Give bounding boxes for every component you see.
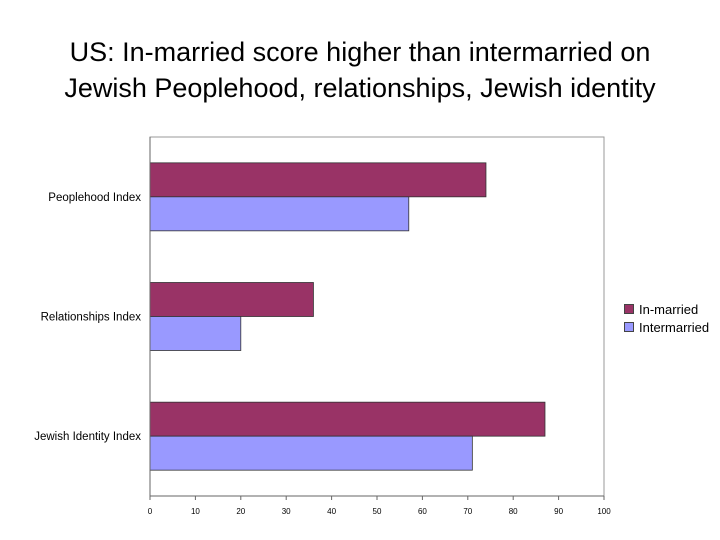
x-tick-label-60: 60 (418, 507, 427, 516)
x-tick-label-0: 0 (148, 507, 153, 516)
category-label-peoplehood: Peoplehood Index (48, 192, 141, 204)
x-tick-label-20: 20 (236, 507, 245, 516)
x-tick-label-80: 80 (509, 507, 518, 516)
bar-peoplehood-intermarried (149, 196, 410, 232)
x-tick-label-70: 70 (463, 507, 472, 516)
bar-jewish-identity-intermarried (149, 435, 473, 471)
chart-title-line-2: Jewish Peoplehood, relationships, Jewish… (64, 73, 656, 103)
bar-jewish-identity-inmarried (149, 401, 546, 437)
legend-swatch-intermarried (624, 322, 634, 332)
category-label-jewish-identity: Jewish Identity Index (34, 431, 141, 443)
bar-relationships-intermarried (149, 316, 242, 351)
legend: In-married Intermarried (624, 300, 709, 336)
legend-item-inmarried: In-married (624, 300, 709, 318)
bar-relationships-inmarried (149, 282, 314, 317)
category-labels-group: Peoplehood Index Relationships Index Jewis… (34, 192, 141, 443)
legend-label-inmarried: In-married (639, 301, 699, 317)
x-tick-label-50: 50 (373, 507, 382, 516)
x-tick-label-40: 40 (327, 507, 336, 516)
chart-title-line-1: US: In-married score higher than interma… (69, 37, 651, 67)
x-tick-label-10: 10 (191, 507, 200, 516)
legend-label-intermarried: Intermarried (639, 319, 710, 335)
legend-swatch-inmarried (624, 304, 634, 314)
bar-peoplehood-inmarried (149, 162, 487, 198)
x-tick-label-30: 30 (282, 507, 291, 516)
x-tick-label-100: 100 (597, 507, 611, 516)
legend-item-intermarried: Intermarried (624, 318, 709, 336)
chart-title: US: In-married score higher than interma… (0, 34, 720, 106)
x-tick-label-90: 90 (554, 507, 563, 516)
category-label-relationships: Relationships Index (41, 312, 142, 324)
bars-group (149, 162, 546, 471)
x-axis-ticks-group: 0 10 20 30 40 50 60 70 80 90 100 (148, 496, 611, 516)
